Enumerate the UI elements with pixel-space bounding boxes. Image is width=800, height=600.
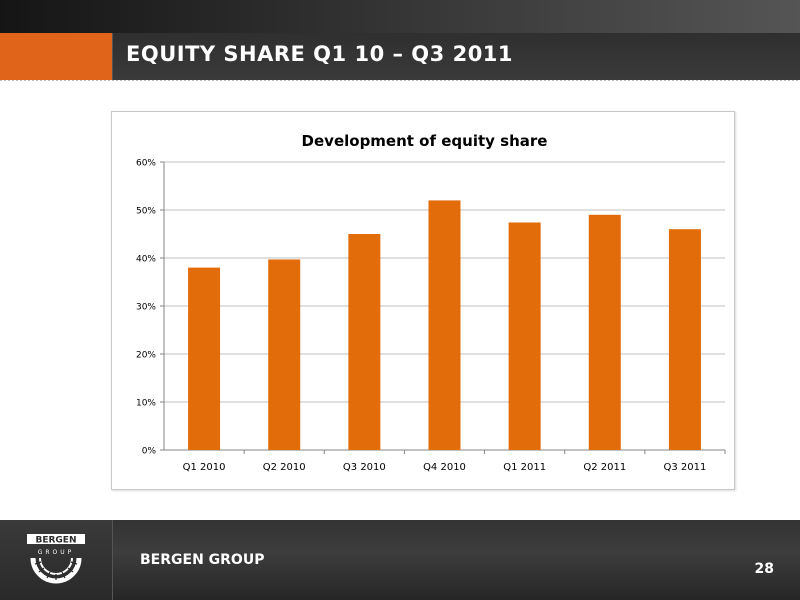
divider [0,80,800,81]
x-tick-label: Q4 2010 [423,462,466,473]
chart-title: Development of equity share [302,132,548,150]
logo-text-bottom: GROUP [38,549,75,556]
chart-container: Development of equity share 0% 10% 20% 30% 40… [111,111,735,490]
page-number: 28 [754,561,774,577]
x-tick-label: Q2 2010 [263,462,306,473]
logo-box [0,520,113,600]
y-tick-label: 40% [136,255,156,265]
y-tick-label: 20% [136,351,156,361]
bar-q3-2011 [668,229,701,450]
header-stripe [0,0,800,33]
accent-block [0,33,112,80]
logo-text-top: BERGEN [35,536,76,546]
bar-q1-2010 [188,267,221,450]
y-tick-label: 60% [136,159,156,169]
x-tick-label: Q3 2010 [343,462,386,473]
footer-bar [0,520,800,600]
bar-q2-2010 [268,259,301,450]
bergen-group-logo: BERGEN GROUP [27,534,85,584]
y-tick-label: 50% [136,207,156,217]
y-tick-label: 30% [136,303,156,313]
brand-name: BERGEN GROUP [140,552,265,568]
x-tick-label: Q3 2011 [663,462,706,473]
x-tick-label: Q1 2010 [183,462,226,473]
x-tick-label: Q2 2011 [583,462,626,473]
y-tick-label: 10% [136,399,156,409]
bar-q2-2011 [588,214,621,450]
bar-q3-2010 [348,234,381,450]
bar-q1-2011 [508,222,541,450]
y-tick-label: 0% [142,447,157,457]
x-tick-label: Q1 2011 [503,462,546,473]
equity-share-chart: Development of equity share 0% 10% 20% 30% 40… [136,132,726,473]
bar-q4-2010 [428,200,461,450]
title-band [112,33,800,80]
page-title: EQUITY SHARE Q1 10 – Q3 2011 [126,42,514,66]
